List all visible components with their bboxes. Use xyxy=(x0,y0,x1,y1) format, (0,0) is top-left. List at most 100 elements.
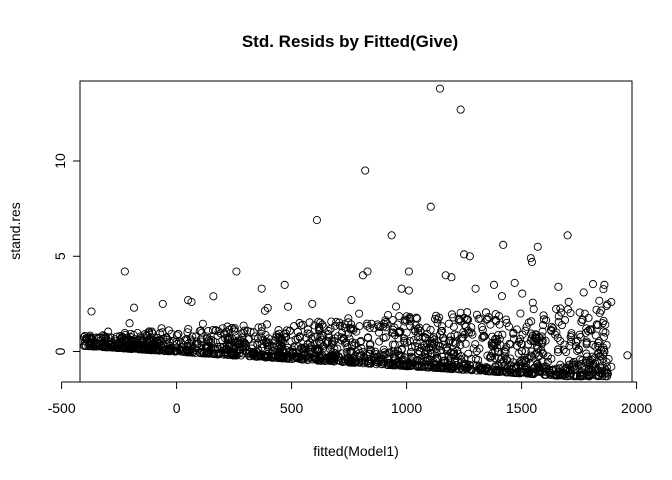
data-point xyxy=(454,365,463,374)
data-point xyxy=(376,323,385,332)
data-point xyxy=(89,342,98,351)
data-point xyxy=(363,359,372,368)
data-point xyxy=(578,356,587,365)
data-point xyxy=(144,338,154,348)
data-point xyxy=(444,319,453,328)
data-point xyxy=(374,328,383,337)
y-tick-label: 10 xyxy=(52,153,68,169)
data-point xyxy=(502,315,511,324)
data-point xyxy=(431,314,440,324)
data-point xyxy=(461,339,470,348)
data-point xyxy=(582,337,591,346)
data-point xyxy=(484,313,493,322)
data-point xyxy=(339,333,348,343)
data-point xyxy=(187,297,196,307)
data-point xyxy=(563,231,572,240)
data-point xyxy=(433,354,442,364)
data-point xyxy=(567,331,576,340)
data-point xyxy=(474,355,483,365)
data-point xyxy=(347,341,357,350)
data-point xyxy=(529,305,538,314)
data-point xyxy=(573,336,582,345)
data-point xyxy=(506,368,515,377)
data-point xyxy=(347,296,356,305)
data-point xyxy=(502,343,511,352)
data-point xyxy=(230,324,239,333)
data-point xyxy=(251,332,260,341)
data-point xyxy=(212,350,221,359)
data-point xyxy=(201,342,211,352)
data-point xyxy=(567,329,576,338)
data-point xyxy=(249,349,258,358)
data-point xyxy=(532,341,542,350)
data-point xyxy=(591,342,600,351)
data-point xyxy=(563,305,572,314)
data-point xyxy=(208,348,217,357)
data-point xyxy=(564,297,573,306)
data-point xyxy=(533,348,542,357)
data-point xyxy=(381,333,390,342)
data-point xyxy=(538,327,547,336)
data-point xyxy=(355,322,364,331)
data-point xyxy=(437,327,446,336)
data-point xyxy=(469,344,478,353)
data-point xyxy=(293,334,302,344)
data-point xyxy=(300,343,309,352)
data-points xyxy=(80,84,632,381)
data-point xyxy=(585,325,595,334)
data-point xyxy=(506,340,515,349)
data-point xyxy=(538,357,547,366)
data-point xyxy=(541,370,550,379)
data-point xyxy=(120,334,129,344)
data-point xyxy=(546,370,555,379)
data-point xyxy=(87,307,96,316)
data-point xyxy=(468,330,477,339)
data-point xyxy=(480,366,489,375)
chart-title: Std. Resids by Fitted(Give) xyxy=(242,32,458,51)
data-point xyxy=(531,368,540,377)
data-point xyxy=(572,337,581,346)
data-point xyxy=(209,292,218,301)
data-point xyxy=(326,345,335,354)
data-point xyxy=(220,329,229,338)
y-tick-label: 0 xyxy=(52,347,68,355)
data-point xyxy=(274,329,283,338)
x-axis: -500 0 500 1000 1500 2000 xyxy=(48,381,652,416)
data-point xyxy=(531,350,540,359)
x-tick-label: 1500 xyxy=(506,400,537,416)
data-point xyxy=(330,357,339,366)
data-point xyxy=(562,347,571,357)
data-point xyxy=(582,324,591,333)
data-point xyxy=(404,267,413,276)
data-point xyxy=(188,332,197,341)
data-point xyxy=(590,353,600,362)
data-point xyxy=(530,363,539,372)
data-point xyxy=(487,341,496,350)
data-point xyxy=(453,331,462,340)
data-point xyxy=(526,351,535,360)
data-point xyxy=(183,345,192,354)
data-point xyxy=(534,332,543,342)
data-point xyxy=(387,231,396,240)
data-point xyxy=(316,353,325,362)
data-point xyxy=(423,349,432,358)
data-point xyxy=(200,348,209,357)
data-point xyxy=(564,356,574,365)
data-point xyxy=(595,337,604,346)
data-point xyxy=(496,340,505,350)
data-point xyxy=(397,284,406,293)
data-point xyxy=(482,315,491,324)
data-point xyxy=(269,353,278,362)
data-point xyxy=(280,280,289,289)
data-point xyxy=(340,320,349,329)
data-point xyxy=(521,347,530,356)
data-point xyxy=(144,335,153,344)
data-point xyxy=(367,319,376,328)
data-point xyxy=(257,284,266,293)
data-point xyxy=(454,314,464,323)
data-point xyxy=(456,308,465,317)
data-point xyxy=(580,309,589,318)
data-point xyxy=(539,311,548,320)
data-point xyxy=(170,347,179,356)
data-point xyxy=(156,342,165,351)
